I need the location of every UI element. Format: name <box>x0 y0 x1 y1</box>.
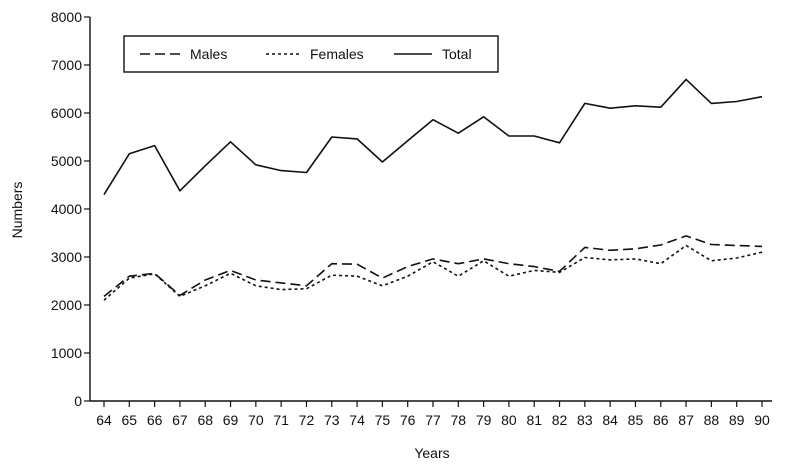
x-tick-label: 88 <box>704 412 720 428</box>
legend-box <box>123 35 499 73</box>
x-tick-label: 70 <box>248 412 264 428</box>
x-tick-label: 73 <box>324 412 340 428</box>
legend-label-total: Total <box>442 46 472 62</box>
x-tick-label: 80 <box>501 412 517 428</box>
x-tick-label: 84 <box>602 412 618 428</box>
y-tick-label: 0 <box>74 393 82 409</box>
y-tick-label: 5000 <box>51 153 82 169</box>
series-lines <box>103 78 763 301</box>
x-tick-label: 69 <box>223 412 239 428</box>
x-tick-label: 83 <box>577 412 593 428</box>
x-tick-label: 85 <box>628 412 644 428</box>
legend-label-males: Males <box>190 46 227 62</box>
legend: Males Females Total <box>123 35 499 73</box>
x-tick-label: 68 <box>197 412 213 428</box>
y-tick-label: 6000 <box>51 105 82 121</box>
x-tick-label: 65 <box>122 412 138 428</box>
y-tick-label: 4000 <box>51 201 82 217</box>
x-axis-ticks: 64 65 66 67 68 69 70 71 72 73 74 75 76 77 78 79 80 81 82 83… <box>96 401 770 428</box>
x-tick-label: 89 <box>729 412 745 428</box>
x-tick-label: 87 <box>678 412 694 428</box>
x-tick-label: 76 <box>400 412 416 428</box>
y-axis-title: Numbers <box>9 182 25 239</box>
series-line-total <box>103 78 763 196</box>
x-tick-label: 71 <box>273 412 289 428</box>
legend-label-females: Females <box>310 46 364 62</box>
series-line-females <box>103 244 763 301</box>
plot-area: 0 1000 2000 3000 4000 5000 6000 7000 8000 64 65 66… <box>51 9 772 428</box>
x-axis-title: Years <box>414 445 449 461</box>
y-tick-label: 1000 <box>51 345 82 361</box>
x-tick-label: 64 <box>96 412 112 428</box>
y-tick-label: 3000 <box>51 249 82 265</box>
x-tick-label: 74 <box>349 412 365 428</box>
x-tick-label: 79 <box>476 412 492 428</box>
x-tick-label: 90 <box>754 412 770 428</box>
x-tick-label: 86 <box>653 412 669 428</box>
x-tick-label: 78 <box>451 412 467 428</box>
x-tick-label: 75 <box>375 412 391 428</box>
x-tick-label: 67 <box>172 412 188 428</box>
y-axis-ticks: 0 1000 2000 3000 4000 5000 6000 7000 8000 <box>51 9 90 409</box>
x-tick-label: 77 <box>425 412 441 428</box>
series-line-males <box>103 235 763 298</box>
y-tick-label: 8000 <box>51 9 82 25</box>
y-tick-label: 7000 <box>51 57 82 73</box>
x-tick-label: 66 <box>147 412 163 428</box>
x-tick-label: 81 <box>526 412 542 428</box>
y-tick-label: 2000 <box>51 297 82 313</box>
x-tick-label: 82 <box>552 412 568 428</box>
x-tick-label: 72 <box>299 412 315 428</box>
